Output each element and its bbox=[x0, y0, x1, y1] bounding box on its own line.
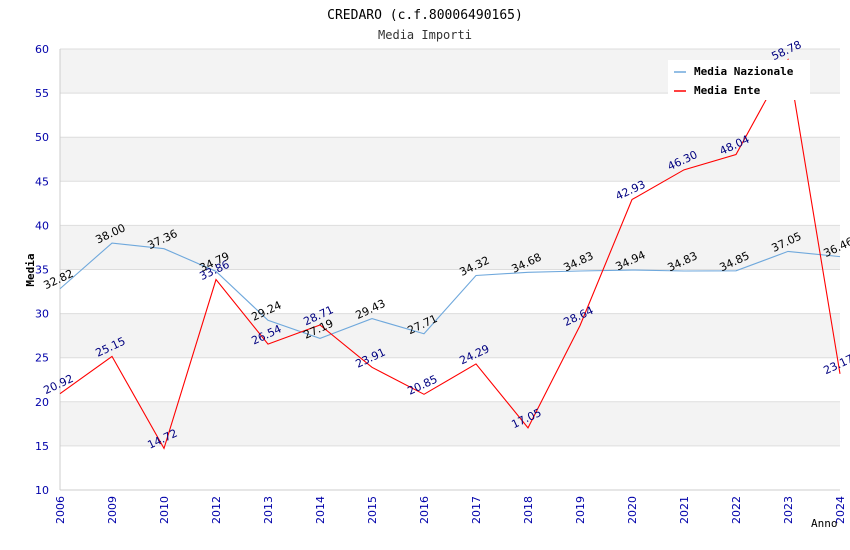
y-tick-label: 25 bbox=[35, 352, 49, 365]
series-line-media-ente bbox=[59, 58, 841, 450]
x-tick-label: 2024 bbox=[834, 496, 847, 524]
background-band bbox=[60, 445, 840, 490]
x-tick-label: 2010 bbox=[158, 496, 171, 524]
chart-title: CREDARO (c.f.80006490165) bbox=[327, 8, 523, 23]
background-band bbox=[60, 93, 840, 138]
legend-box bbox=[668, 60, 810, 100]
x-tick-label: 2017 bbox=[470, 496, 483, 524]
background-band bbox=[60, 269, 840, 314]
chart-subtitle: Media Importi bbox=[378, 28, 472, 42]
x-axis-label: Anno bbox=[811, 517, 838, 530]
series-line-media-nazionale bbox=[59, 242, 841, 339]
background-bands bbox=[60, 49, 840, 490]
legend: Media Nazionale Media Ente bbox=[668, 60, 810, 100]
legend-label-media-ente: Media Ente bbox=[694, 84, 761, 97]
x-tick-label: 2016 bbox=[418, 496, 431, 524]
series-lines bbox=[59, 58, 841, 450]
legend-label-media-nazionale: Media Nazionale bbox=[694, 65, 794, 78]
y-tick-label: 30 bbox=[35, 308, 49, 321]
x-tick-label: 2015 bbox=[366, 496, 379, 524]
y-tick-label: 35 bbox=[35, 264, 49, 277]
x-tick-label: 2019 bbox=[574, 496, 587, 524]
y-tick-label: 60 bbox=[35, 43, 49, 56]
x-tick-label: 2006 bbox=[54, 496, 67, 524]
y-tick-label: 40 bbox=[35, 219, 49, 232]
y-tick-label: 10 bbox=[35, 484, 49, 497]
background-band bbox=[60, 313, 840, 358]
x-axis-ticks: 2006 2009 2010 2012 2013 2014 2015 2016 2017 2018… bbox=[54, 496, 847, 524]
background-band bbox=[60, 225, 840, 270]
x-tick-label: 2022 bbox=[730, 496, 743, 524]
y-axis-label: Media bbox=[24, 253, 37, 286]
x-tick-label: 2009 bbox=[106, 496, 119, 524]
background-band bbox=[60, 137, 840, 182]
y-axis-ticks: 10 15 20 25 30 35 40 45 50 55 60 bbox=[35, 43, 49, 497]
x-tick-label: 2012 bbox=[210, 496, 223, 524]
y-tick-label: 55 bbox=[35, 87, 49, 100]
y-tick-label: 20 bbox=[35, 396, 49, 409]
x-tick-label: 2021 bbox=[678, 496, 691, 524]
background-band bbox=[60, 181, 840, 226]
x-tick-label: 2018 bbox=[522, 496, 535, 524]
x-tick-label: 2014 bbox=[314, 496, 327, 524]
x-tick-label: 2023 bbox=[782, 496, 795, 524]
background-band bbox=[60, 401, 840, 446]
y-tick-label: 15 bbox=[35, 440, 49, 453]
y-tick-label: 50 bbox=[35, 131, 49, 144]
x-tick-label: 2020 bbox=[626, 496, 639, 524]
y-tick-label: 45 bbox=[35, 175, 49, 188]
x-tick-label: 2013 bbox=[262, 496, 275, 524]
